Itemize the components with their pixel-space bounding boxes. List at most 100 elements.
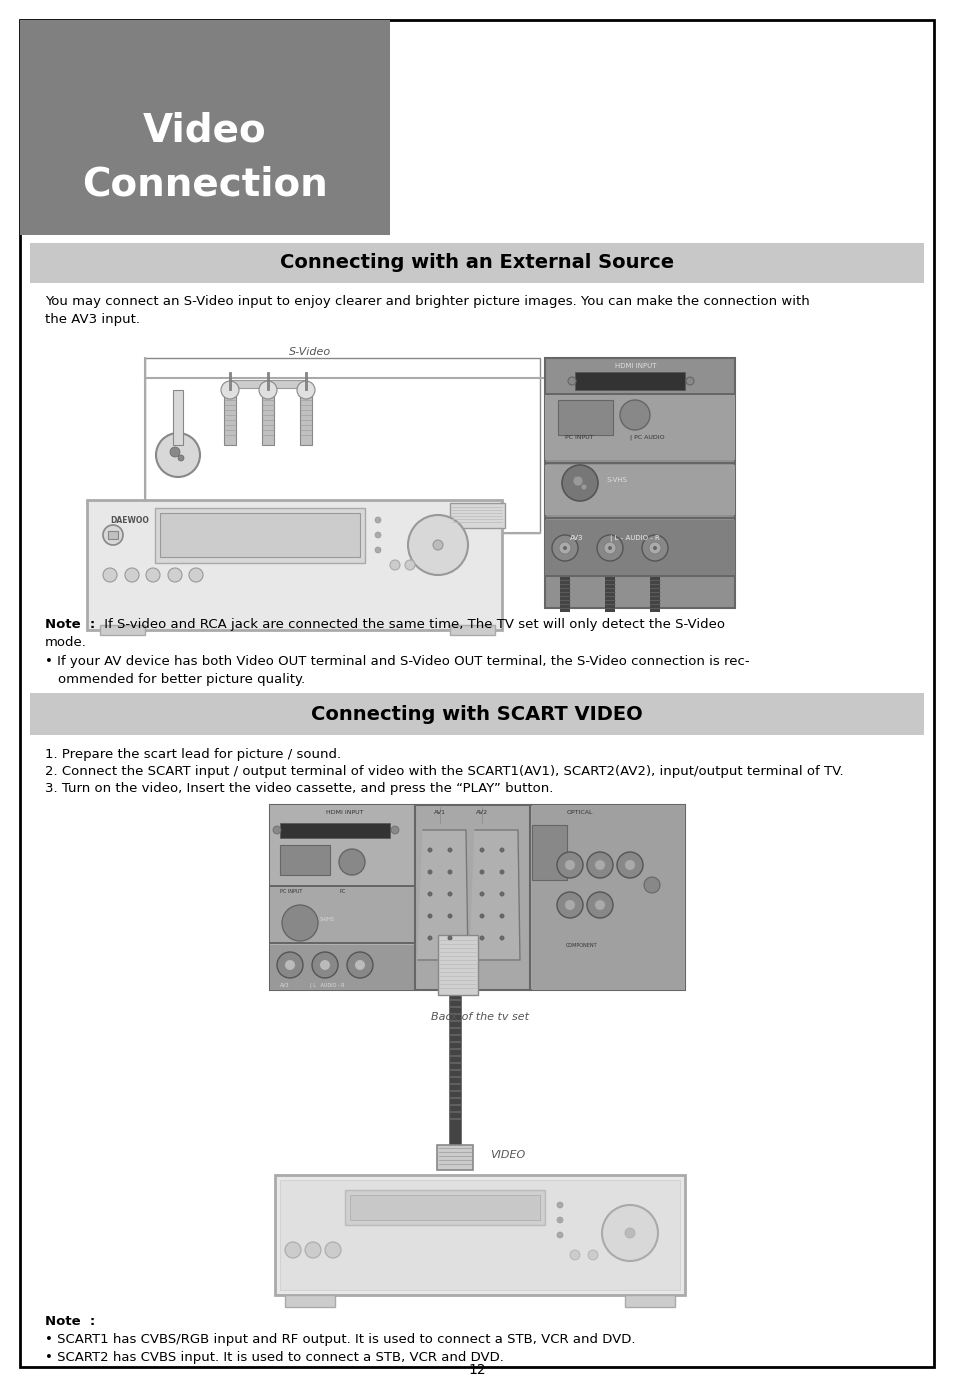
Circle shape	[479, 935, 484, 940]
Text: VIDEO: VIDEO	[490, 1150, 525, 1160]
Text: mode.: mode.	[45, 637, 87, 649]
Circle shape	[347, 951, 373, 978]
Circle shape	[641, 535, 667, 560]
Circle shape	[552, 535, 578, 560]
Text: 2. Connect the SCART input / output terminal of video with the SCART1(AV1), SCAR: 2. Connect the SCART input / output term…	[45, 766, 842, 778]
Circle shape	[499, 914, 504, 918]
Bar	[624, 1295, 675, 1307]
Bar	[154, 508, 365, 563]
Circle shape	[325, 1241, 340, 1258]
Circle shape	[557, 1216, 562, 1223]
Bar	[345, 1190, 544, 1225]
Bar	[544, 520, 734, 576]
Circle shape	[564, 860, 575, 870]
Circle shape	[427, 847, 432, 853]
Text: | L - AUDIO - R: | L - AUDIO - R	[609, 535, 659, 542]
Text: Connection: Connection	[82, 166, 328, 204]
Circle shape	[557, 892, 582, 918]
Text: Connecting with an External Source: Connecting with an External Source	[279, 254, 674, 272]
Circle shape	[557, 1232, 562, 1239]
Text: 12: 12	[468, 1363, 485, 1377]
Text: AV3: AV3	[569, 535, 583, 541]
Circle shape	[433, 540, 442, 551]
Text: 1. Prepare the scart lead for picture / sound.: 1. Prepare the scart lead for picture / …	[45, 748, 341, 761]
Circle shape	[319, 960, 330, 970]
Circle shape	[285, 960, 294, 970]
Bar	[544, 395, 734, 460]
Bar	[544, 465, 734, 515]
Text: Connecting with SCART VIDEO: Connecting with SCART VIDEO	[311, 705, 642, 724]
Circle shape	[624, 860, 635, 870]
Circle shape	[573, 476, 582, 485]
Text: Back of the tv set: Back of the tv set	[431, 1013, 529, 1022]
Bar	[270, 804, 415, 990]
Text: HDMI INPUT: HDMI INPUT	[326, 810, 363, 816]
Circle shape	[564, 900, 575, 910]
Circle shape	[499, 847, 504, 853]
Circle shape	[170, 447, 180, 456]
Circle shape	[103, 569, 117, 583]
Text: PC INPUT: PC INPUT	[564, 436, 593, 440]
Circle shape	[305, 1241, 320, 1258]
Bar	[230, 380, 306, 388]
Circle shape	[499, 870, 504, 874]
Bar	[270, 888, 415, 942]
Circle shape	[447, 914, 452, 918]
Circle shape	[587, 1250, 598, 1259]
Bar	[437, 935, 477, 994]
Circle shape	[427, 892, 432, 896]
Circle shape	[685, 377, 693, 386]
Circle shape	[408, 515, 468, 576]
Circle shape	[557, 852, 582, 878]
Text: AV3: AV3	[280, 983, 290, 988]
Text: 3. Turn on the video, Insert the video cassette, and press the “PLAY” button.: 3. Turn on the video, Insert the video c…	[45, 782, 553, 795]
Text: | L   AUDIO - R: | L AUDIO - R	[310, 983, 344, 989]
Circle shape	[178, 455, 184, 460]
Bar	[270, 885, 415, 888]
Text: S-VHS: S-VHS	[606, 477, 627, 483]
Circle shape	[156, 433, 200, 477]
Bar	[285, 1295, 335, 1307]
Text: Video: Video	[143, 111, 267, 148]
Circle shape	[447, 892, 452, 896]
Circle shape	[447, 935, 452, 940]
Bar	[532, 804, 684, 990]
Circle shape	[103, 526, 123, 545]
Circle shape	[427, 870, 432, 874]
Bar	[280, 845, 330, 875]
Circle shape	[221, 381, 239, 399]
Polygon shape	[417, 829, 468, 960]
Circle shape	[146, 569, 160, 583]
Circle shape	[125, 569, 139, 583]
Circle shape	[282, 904, 317, 940]
Bar	[436, 1146, 473, 1171]
Circle shape	[567, 377, 576, 386]
Bar	[267, 372, 269, 390]
Bar	[270, 945, 415, 990]
Text: OPTICAL: OPTICAL	[566, 810, 593, 816]
Bar	[224, 395, 235, 445]
Circle shape	[569, 1250, 579, 1259]
Bar	[100, 626, 145, 635]
Text: COMPONENT: COMPONENT	[565, 943, 598, 947]
Circle shape	[447, 847, 452, 853]
Circle shape	[391, 827, 398, 834]
Bar	[262, 395, 274, 445]
Circle shape	[652, 546, 657, 551]
Circle shape	[479, 847, 484, 853]
Circle shape	[375, 533, 380, 538]
Bar	[350, 1196, 539, 1221]
Bar	[160, 513, 359, 558]
Text: HDMI INPUT: HDMI INPUT	[615, 363, 656, 369]
Bar	[544, 393, 734, 395]
Circle shape	[285, 1241, 301, 1258]
Bar	[532, 825, 566, 879]
Circle shape	[375, 546, 380, 553]
Circle shape	[499, 892, 504, 896]
Bar	[544, 462, 734, 465]
Bar	[450, 626, 495, 635]
Circle shape	[276, 951, 303, 978]
Text: • SCART2 has CVBS input. It is used to connect a STB, VCR and DVD.: • SCART2 has CVBS input. It is used to c…	[45, 1351, 503, 1363]
Circle shape	[619, 399, 649, 430]
Bar	[30, 243, 923, 283]
